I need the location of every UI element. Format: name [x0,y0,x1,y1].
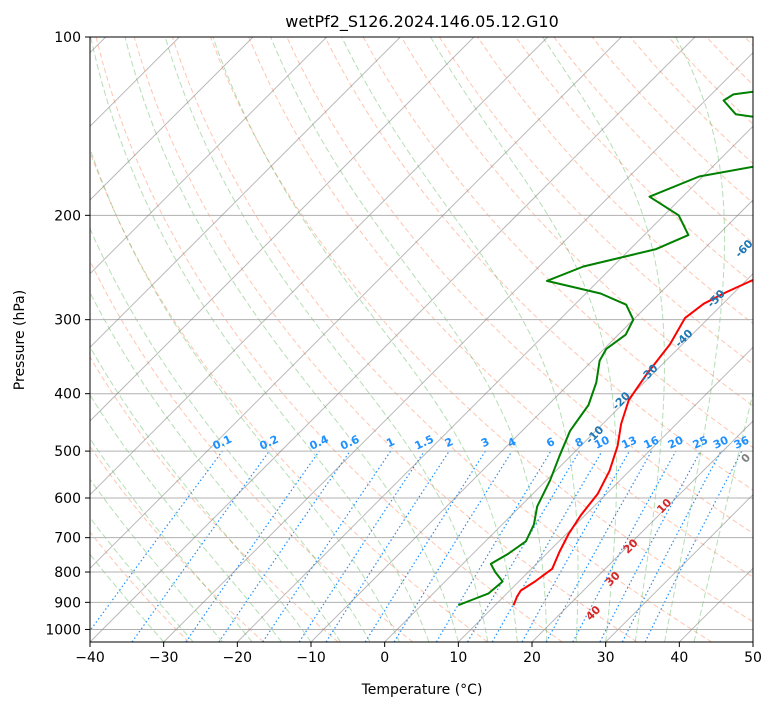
mixing-ratio-line [131,450,270,642]
moist-adiabat-line [430,37,617,642]
isotherm-line [384,272,753,642]
moist-adiabat-line [90,553,165,642]
x-tick-label: 10 [449,650,467,666]
x-tick-label: −40 [75,650,105,666]
moist-adiabat-line [90,345,312,642]
x-tick-label: 0 [380,650,389,666]
x-tick-label: 30 [597,650,615,666]
isotherm-line [457,346,753,642]
y-tick-label: 1000 [45,622,81,638]
mixing-ratio-label: 20 [666,433,686,451]
isotherm-line [90,37,622,570]
dry-adiabat-line [90,531,190,642]
y-axis-label: Pressure (hPa) [12,290,28,390]
dry-adiabat-line [400,37,753,407]
moist-adiabat-line [90,147,400,642]
mixing-ratio-line [262,450,392,642]
isotherm-line [90,37,328,275]
isotherm-line [90,37,696,642]
moist-adiabat-line [341,37,579,642]
x-tick-label: −20 [223,650,253,666]
mixing-ratio-label: 10 [592,433,612,451]
axes: −40 −30 −20 −10 0 10 20 30 40 50 100 200 300 400 500 60… [45,30,762,666]
mixing-ratio-line [572,450,677,642]
moist-adiabat-line [542,37,665,642]
x-tick-label: 40 [670,650,688,666]
mixing-ratio-label: 36 [732,433,752,451]
y-tick-label: 500 [54,444,81,460]
isotherm-line [310,199,753,642]
mixing-ratio-line [644,450,743,642]
moist-adiabat-line [164,37,489,642]
mixing-ratio-line [521,450,631,642]
y-tick-label: 300 [54,313,81,329]
plot-area: -100-90-80-70-60-50-40-30-20-100.10.20.4… [90,37,753,642]
moist-adiabat-line [90,37,430,642]
dry-adiabat-line [90,445,264,642]
isotherm-line [531,420,753,642]
y-tick-label: 200 [54,208,81,224]
x-tick-label: −30 [149,650,179,666]
chart-title: wetPf2_S126.2024.146.05.12.G10 [285,12,559,32]
dry-adiabat-line [438,37,753,366]
dry-adiabat-line [95,37,563,642]
moist-adiabat-line [124,37,459,642]
x-tick-label: 20 [523,650,541,666]
dewpoint-profile-line [457,90,753,607]
isotherm-line [605,493,753,642]
moist-adiabat-line [90,227,371,642]
dry-adiabat-line [90,150,488,642]
moist-adiabat-line [90,437,253,642]
mixing-ratio-line [325,450,450,642]
y-tick-label: 700 [54,531,81,547]
plot-frame [89,36,754,643]
isotherm-line [90,37,549,496]
y-tick-label: 800 [54,565,81,581]
x-axis-label: Temperature (°C) [361,682,483,698]
temperature-profile-line [512,278,753,606]
y-tick-label: 600 [54,491,81,507]
mixing-ratio-line [185,450,320,642]
dry-adiabat-line [210,37,753,623]
moist-adiabat-line [664,37,726,642]
y-tick-label: 400 [54,387,81,403]
mixing-ratio-line [545,450,653,642]
moist-adiabat-line [90,478,223,642]
moist-adiabat-line [212,37,518,642]
dry-adiabat-line [248,37,753,578]
dry-adiabat-line [133,37,638,642]
mixing-ratio-label: 16 [642,433,662,451]
isotherm-line [236,125,753,642]
x-tick-label: 50 [744,650,762,666]
mixing-ratio-line [298,450,425,642]
mixing-ratio-label: 13 [620,434,639,452]
isotherm-line [90,37,254,201]
moist-adiabat-line [90,394,282,642]
mixing-ratio-label: 25 [691,434,710,452]
dry-adiabat-line [90,356,339,642]
moist-adiabat-line [90,516,194,642]
dry-adiabat-line [324,37,753,491]
dry-adiabat-line [171,37,712,642]
isotherm-line [163,51,753,642]
isotherm-line [90,37,475,422]
mixing-ratio-line [90,450,223,632]
mixing-ratio-label: 30 [711,433,731,451]
isotherm-line [90,37,401,349]
mixing-ratio-line [218,450,351,642]
y-tick-label: 900 [54,595,81,611]
y-tick-label: 100 [54,30,81,46]
mixing-ratio-line [393,450,513,642]
x-tick-label: −10 [296,650,326,666]
